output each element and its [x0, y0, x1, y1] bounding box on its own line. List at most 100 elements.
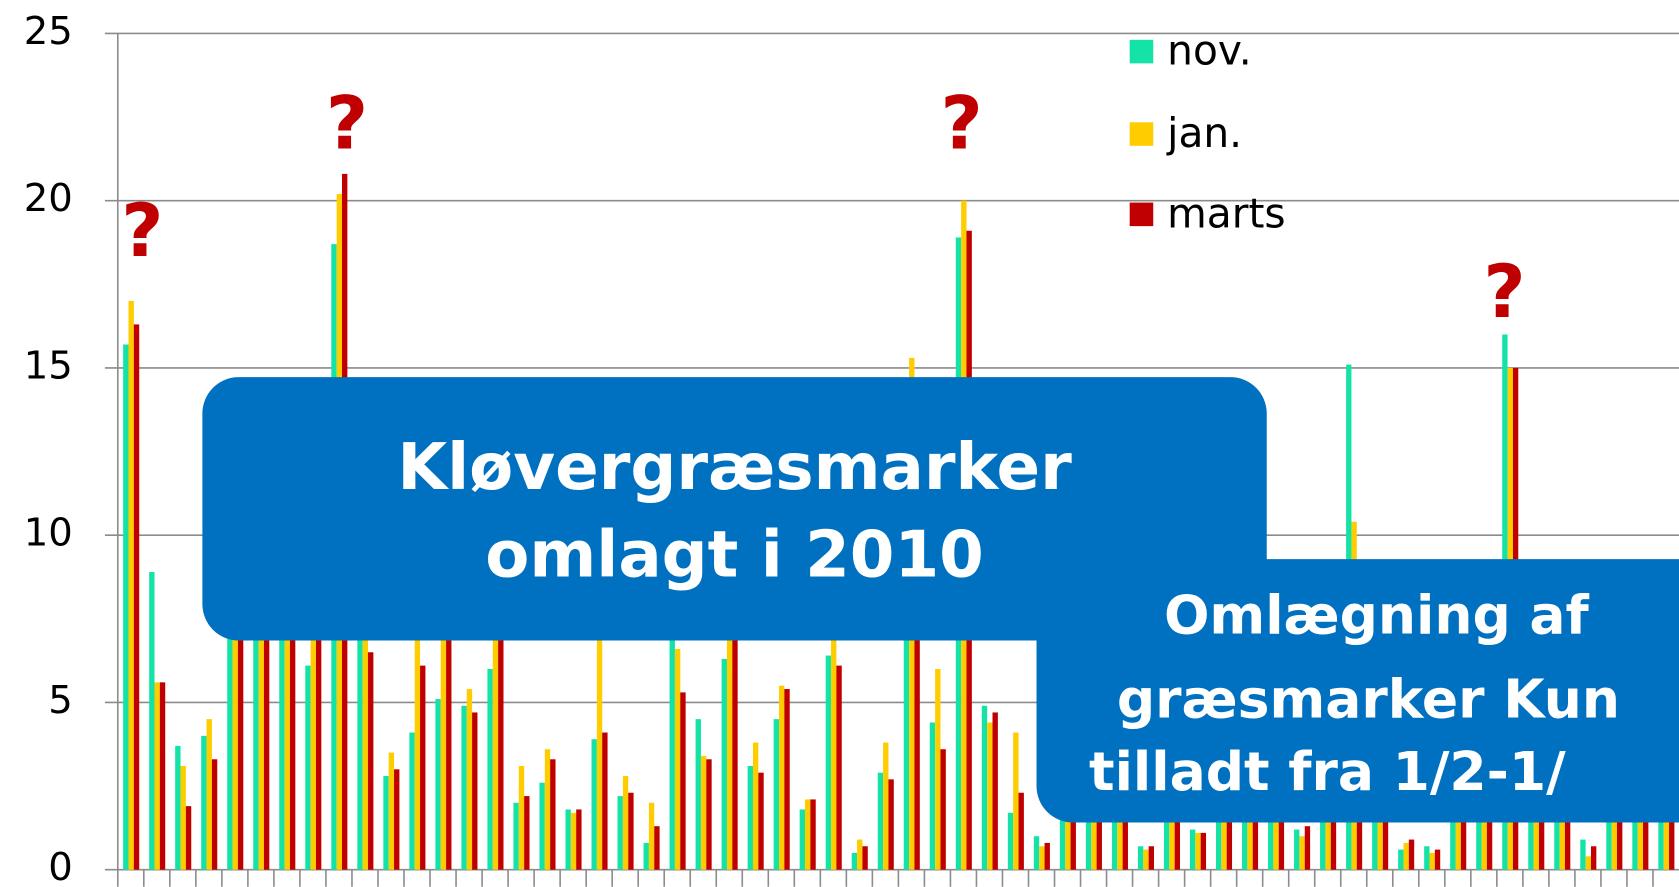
bar — [149, 571, 155, 870]
bar — [435, 699, 441, 870]
bar — [726, 635, 733, 870]
bar — [279, 602, 285, 870]
bar — [1637, 802, 1644, 870]
y-tick-label: 0 — [48, 845, 73, 887]
y-tick-label: 20 — [24, 176, 73, 221]
bar — [1122, 802, 1128, 870]
bar — [1044, 842, 1050, 870]
bar — [1554, 802, 1560, 870]
bar — [1278, 802, 1285, 870]
legend-swatch — [1129, 122, 1154, 146]
bar — [1372, 802, 1378, 870]
bar — [263, 602, 270, 870]
bar — [836, 665, 842, 870]
bar — [1091, 802, 1097, 870]
bar — [825, 655, 832, 870]
bar — [1200, 832, 1207, 870]
bar — [1356, 802, 1363, 870]
bar — [1408, 839, 1415, 870]
bar — [596, 635, 603, 870]
bar — [1617, 802, 1623, 870]
bar — [1189, 829, 1196, 870]
bar — [1611, 802, 1618, 870]
bar — [175, 745, 181, 870]
bar — [674, 648, 681, 870]
annotation: ? — [121, 189, 163, 274]
bar — [669, 635, 675, 870]
bar — [487, 668, 493, 870]
bar — [1039, 846, 1045, 870]
bar — [461, 705, 467, 870]
bar — [185, 806, 192, 870]
bar — [643, 842, 649, 870]
bar — [440, 602, 447, 870]
bar — [1242, 802, 1248, 870]
bar — [1268, 802, 1274, 870]
bar — [1096, 802, 1102, 870]
bar — [1059, 802, 1066, 870]
bar — [752, 742, 759, 870]
callout-text: Omlægning af — [1164, 584, 1590, 647]
bar — [289, 602, 296, 870]
bar — [576, 809, 582, 870]
legend-label: nov. — [1167, 27, 1252, 75]
bar — [617, 796, 623, 870]
bar — [310, 602, 316, 870]
bar — [1143, 849, 1149, 870]
bar — [357, 602, 363, 870]
bar — [940, 749, 946, 870]
bar — [1117, 802, 1123, 870]
y-tick-label: 5 — [48, 678, 73, 723]
bar — [1226, 802, 1233, 870]
bar — [1486, 802, 1493, 870]
bar — [747, 765, 753, 870]
bar — [513, 802, 519, 870]
callout-text: græsmarker Kun — [1117, 667, 1620, 730]
bar — [810, 799, 816, 870]
bar — [1377, 802, 1383, 870]
bar — [1585, 856, 1591, 870]
bar — [394, 769, 400, 870]
bar — [420, 665, 426, 870]
bar — [1424, 846, 1430, 870]
bar — [232, 618, 238, 870]
y-tick-label: 15 — [24, 343, 73, 388]
bar — [362, 635, 369, 870]
annotation: ? — [1483, 250, 1525, 335]
bar — [914, 635, 920, 870]
bar — [805, 799, 811, 870]
callout-text: Kløvergræsmarker — [397, 430, 1072, 505]
bar — [1195, 832, 1201, 870]
bar — [388, 752, 395, 870]
bar — [524, 796, 530, 870]
bar — [1658, 802, 1664, 870]
bar — [654, 826, 660, 870]
bar — [1174, 802, 1181, 870]
bar — [446, 635, 452, 870]
bar — [1580, 839, 1586, 870]
bar — [1215, 802, 1222, 870]
y-tick-label: 10 — [24, 511, 73, 556]
bar — [180, 765, 186, 870]
bar — [1304, 826, 1311, 870]
bar — [1070, 802, 1076, 870]
bar — [1643, 802, 1649, 870]
bar — [237, 618, 244, 870]
bar — [1533, 802, 1539, 870]
bar — [206, 719, 212, 870]
bar — [779, 685, 785, 870]
bar — [1429, 852, 1435, 870]
bar — [877, 772, 884, 870]
bar — [1460, 802, 1467, 870]
bar — [992, 712, 998, 870]
bar — [1221, 802, 1227, 870]
bar — [305, 665, 311, 870]
bar — [831, 635, 837, 870]
bar — [591, 739, 597, 870]
bar — [1538, 802, 1545, 870]
bar — [1294, 829, 1300, 870]
bar — [981, 705, 988, 870]
legend-swatch — [1129, 39, 1154, 64]
bar — [227, 618, 233, 870]
